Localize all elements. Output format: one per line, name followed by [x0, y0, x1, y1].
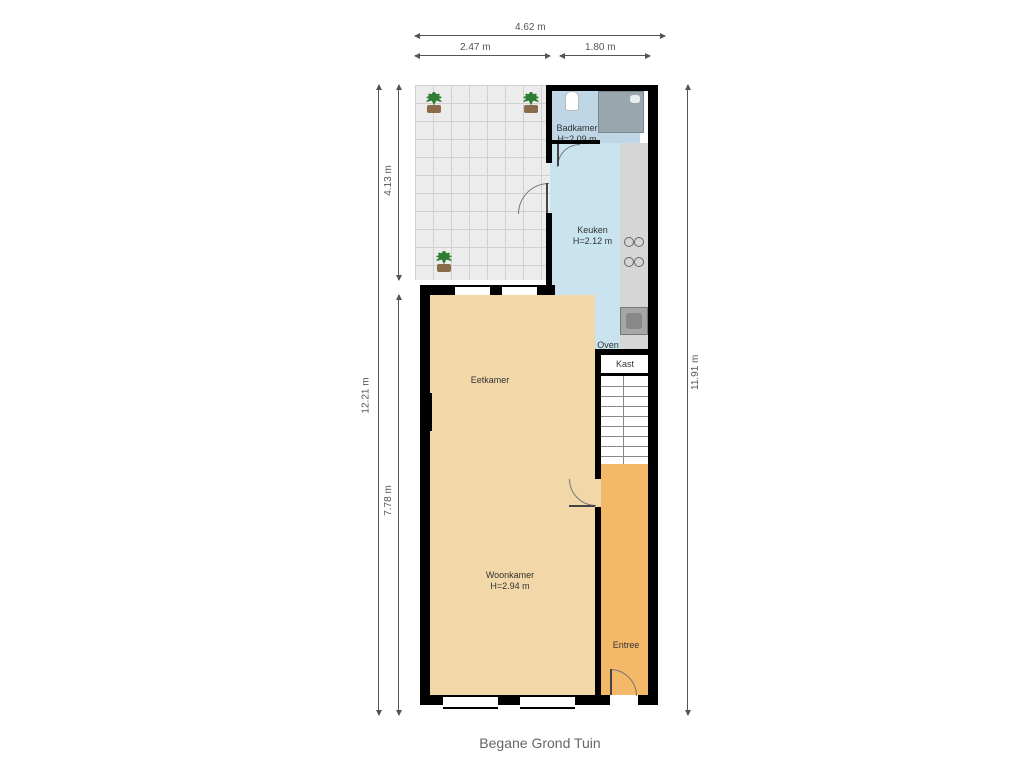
dim-top-right: 1.80 m: [585, 42, 616, 53]
wall-garden-right-2: [546, 213, 552, 285]
kitchen-label: Keuken H=2.12 m: [565, 225, 620, 247]
door-leaf-garden: [546, 183, 548, 213]
stairs: [601, 376, 648, 464]
door-leaf-front: [610, 669, 612, 695]
door-leaf-bathroom: [557, 144, 559, 166]
woonkamer-name: Woonkamer: [486, 570, 534, 580]
woonkamer-height: H=2.94 m: [490, 581, 529, 591]
front-window-2: [520, 695, 575, 709]
shower-drain-icon: [630, 95, 640, 103]
eetkamer-label: Eetkamer: [460, 375, 520, 386]
dim-top-total: 4.62 m: [515, 22, 546, 33]
dim-left-lower: 7.78 m: [383, 485, 394, 516]
dim-line-left-lower: [398, 295, 399, 715]
sink-icon: [620, 307, 648, 335]
dim-line-garden-depth: [398, 85, 399, 280]
dim-line-top-total: [415, 35, 665, 36]
dim-line-right-total: [687, 85, 688, 715]
plant-icon: [423, 91, 445, 113]
woonkamer-label: Woonkamer H=2.94 m: [470, 570, 550, 592]
wall-mid-seg: [490, 285, 502, 295]
wall-top-right: [546, 85, 654, 91]
kitchen-name: Keuken: [577, 225, 608, 235]
floorplan-canvas: 4.62 m 2.47 m 1.80 m 4.13 m 12.21 m 7.78…: [0, 0, 1024, 768]
front-door-gap: [610, 695, 638, 705]
door-leaf-hall: [569, 505, 595, 507]
plan-title: Begane Grond Tuin: [390, 735, 690, 751]
dim-line-left-total: [378, 85, 379, 715]
room-living: [430, 295, 595, 695]
floor-plan: Badkamer H=2.09 m Keuken H=2.12 m Oven: [415, 85, 665, 715]
wall-left-outer: [420, 285, 430, 705]
dim-left-total: 12.21 m: [361, 377, 372, 413]
wall-right-outer: [648, 85, 658, 705]
wall-mid-seg2: [537, 285, 555, 295]
kast-label: Kast: [610, 359, 640, 370]
stove-icon: [622, 235, 646, 269]
dim-garden-depth: 4.13 m: [383, 165, 394, 196]
bathroom-name: Badkamer: [556, 123, 597, 133]
dim-line-top-left: [415, 55, 550, 56]
plant-icon: [433, 250, 455, 272]
dim-line-top-right: [560, 55, 650, 56]
fireplace-icon: [420, 393, 432, 431]
kitchen-height: H=2.12 m: [573, 236, 612, 246]
entree-label: Entree: [607, 640, 645, 651]
dim-top-left: 2.47 m: [460, 42, 491, 53]
plant-icon: [520, 91, 542, 113]
room-entree: [601, 464, 648, 695]
toilet-icon: [565, 91, 579, 111]
wall-garden-right: [546, 85, 552, 163]
dim-right-total: 11.91 m: [690, 355, 701, 390]
front-window-1: [443, 695, 498, 709]
